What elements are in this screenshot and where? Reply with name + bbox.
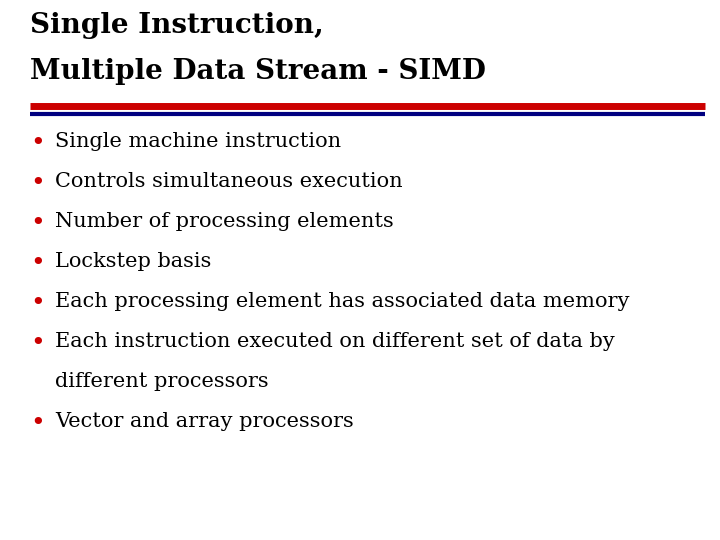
Text: •: • <box>30 332 45 355</box>
Text: •: • <box>30 412 45 435</box>
Text: •: • <box>30 132 45 155</box>
Text: •: • <box>30 172 45 195</box>
Text: Each processing element has associated data memory: Each processing element has associated d… <box>55 292 629 311</box>
Text: Controls simultaneous execution: Controls simultaneous execution <box>55 172 402 191</box>
Text: •: • <box>30 292 45 315</box>
Text: •: • <box>30 212 45 235</box>
Text: Each instruction executed on different set of data by: Each instruction executed on different s… <box>55 332 615 351</box>
Text: Number of processing elements: Number of processing elements <box>55 212 394 231</box>
Text: Single machine instruction: Single machine instruction <box>55 132 341 151</box>
Text: different processors: different processors <box>55 372 269 391</box>
Text: Vector and array processors: Vector and array processors <box>55 412 354 431</box>
Text: Multiple Data Stream - SIMD: Multiple Data Stream - SIMD <box>30 58 486 85</box>
Text: •: • <box>30 252 45 275</box>
Text: Single Instruction,: Single Instruction, <box>30 12 324 39</box>
Text: Lockstep basis: Lockstep basis <box>55 252 212 271</box>
